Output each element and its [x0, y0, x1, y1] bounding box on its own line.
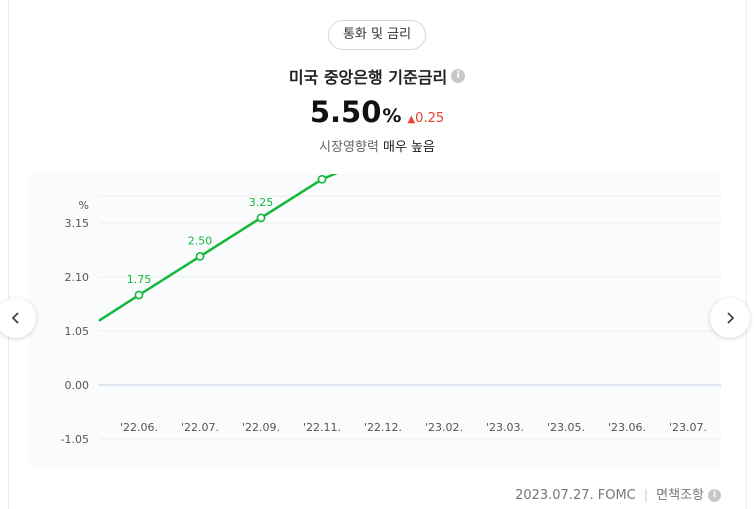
footer-divider: | [643, 488, 649, 503]
x-tick-label: '23.07. [669, 421, 707, 434]
data-point [134, 290, 144, 300]
data-point [256, 213, 266, 223]
disclaimer-info-icon[interactable]: i [708, 489, 721, 502]
impact-label: 시장영향력 [319, 140, 379, 155]
disclaimer-link[interactable]: 면책조항 [656, 488, 704, 503]
x-tick-label: '22.07. [181, 421, 219, 434]
category-tag[interactable]: 통화 및 금리 [327, 20, 427, 50]
y-tick-label: 4.20 [65, 174, 90, 176]
data-label: 3.25 [249, 196, 274, 209]
x-tick-label: '22.06. [120, 421, 158, 434]
next-button[interactable] [710, 298, 750, 338]
source-date: 2023.07.27. FOMC [515, 488, 636, 503]
x-tick-label: '23.06. [608, 421, 646, 434]
chevron-left-icon [11, 312, 19, 324]
chart-area: 5.254.203.152.101.050.00-1.05%'22.06.'22… [29, 80, 721, 468]
indicator-title: 미국 중앙은행 기준금리 [288, 68, 448, 87]
impact-row: 시장영향력 매우 높음 [0, 136, 754, 155]
line-chart: 5.254.203.152.101.050.00-1.05%'22.06.'22… [61, 80, 721, 446]
data-label: 1.75 [127, 273, 152, 286]
x-tick-label: '22.12. [364, 421, 402, 434]
value-unit: % [382, 105, 402, 127]
x-tick-label: '22.11. [303, 421, 341, 434]
chevron-right-icon [727, 312, 735, 324]
y-tick-label: 0.00 [65, 379, 90, 392]
x-tick-label: '22.09. [242, 421, 280, 434]
up-triangle-icon: ▲ [407, 114, 416, 125]
title-row: 미국 중앙은행 기준금리 i [0, 64, 754, 88]
y-tick-label: 1.05 [65, 325, 90, 338]
change-value: 0.25 [415, 111, 445, 126]
y-unit-label: % [79, 199, 89, 212]
data-label: 2.50 [188, 234, 213, 247]
value-row: 5.50% ▲0.25 [0, 95, 754, 129]
impact-value: 매우 높음 [382, 140, 435, 155]
footer: 2023.07.27. FOMC | 면책조항 i [515, 484, 721, 503]
y-tick-label: 3.15 [65, 217, 90, 230]
y-tick-label: -1.05 [61, 433, 89, 446]
data-point [195, 252, 205, 261]
current-value: 5.50 [309, 95, 382, 129]
y-tick-label: 2.10 [65, 271, 90, 284]
prev-button[interactable] [0, 298, 36, 338]
x-tick-label: '23.05. [547, 421, 585, 434]
x-tick-label: '23.03. [486, 421, 524, 434]
x-tick-label: '23.02. [425, 421, 463, 434]
data-point [317, 174, 327, 184]
info-icon[interactable]: i [451, 69, 466, 83]
change-indicator: ▲0.25 [407, 111, 444, 126]
